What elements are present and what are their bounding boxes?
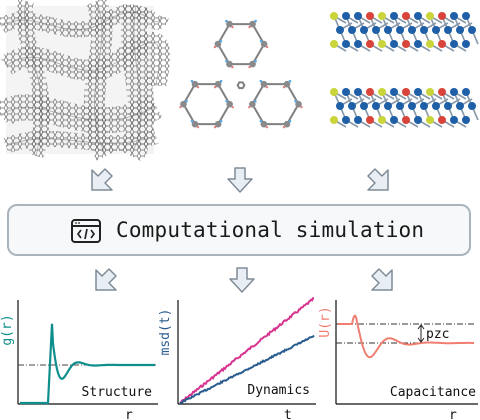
capacitance-chart: U(r) pzc Capacitance r [318,292,480,420]
arrow-down-left-icon [95,268,117,291]
chart-annotation: Structure [82,385,153,400]
carbon-network-icon [0,0,171,162]
chart-annotation: Dynamics [247,383,310,398]
chart-annotation: Capacitance [390,385,476,400]
hexagonal-framework-icon [179,19,303,129]
x-axis-label: t [284,408,292,420]
arrow-down-icon [229,267,255,293]
banner-title: Computational simulation [116,218,425,242]
computational-simulation-banner: Computational simulation [7,204,471,256]
y-axis-label: g(r) [0,314,15,345]
series-line [338,314,474,359]
framework-image [166,2,316,162]
x-axis-label: r [125,408,133,420]
series-line [20,323,155,405]
arrow-down-icon [227,167,253,193]
code-window-icon [71,219,101,243]
pzc-double-arrow-icon [417,324,425,343]
porous-carbon-image [0,0,171,162]
dynamics-chart: msd(t) Dynamics t [158,292,318,420]
structure-chart: g(r) Structure r [0,292,160,420]
y-axis-label: U(r) [318,306,333,337]
series-line-navy [179,334,315,405]
arrow-down-right-icon [371,268,393,291]
series-line-magenta [179,297,314,404]
layered-crystal-image [328,6,479,154]
arrow-down-right-icon [367,168,389,191]
pzc-label: pzc [426,327,449,342]
x-axis-label: r [449,408,457,420]
layered-lattice-icon [330,12,479,128]
y-axis-label: msd(t) [158,309,173,356]
arrow-down-left-icon [91,168,113,191]
